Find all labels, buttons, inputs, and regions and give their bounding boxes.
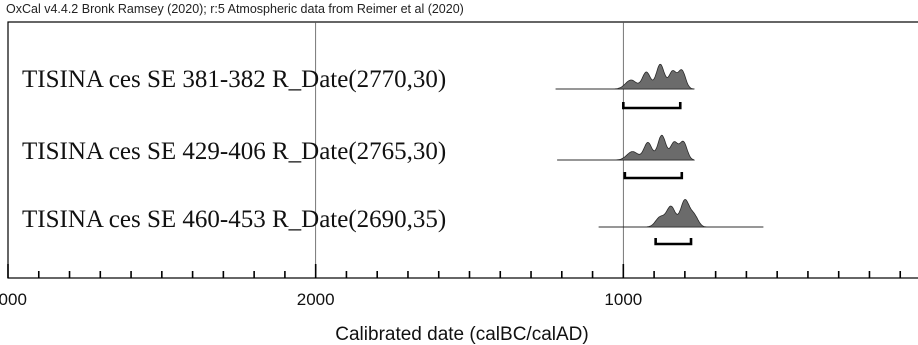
range-bracket — [622, 102, 682, 110]
x-axis-label: Calibrated date (calBC/calAD) — [335, 324, 588, 345]
probability-distribution — [598, 199, 764, 228]
series-row: TISINA ces SE 460-453 R_Date(2690,35) — [22, 199, 764, 246]
tick-label: 2000 — [297, 290, 335, 309]
range-bracket — [654, 238, 693, 246]
range-bracket — [623, 172, 684, 180]
series-row: TISINA ces SE 381-382 R_Date(2770,30) — [22, 63, 695, 110]
reference-lines — [315, 22, 624, 278]
plot-frame — [7, 21, 918, 279]
series-label: TISINA ces SE 381-382 R_Date(2770,30) — [22, 66, 446, 93]
tick-label: 1000 — [604, 290, 642, 309]
series-label: TISINA ces SE 460-453 R_Date(2690,35) — [22, 206, 446, 233]
x-axis: 3000200010001calBC/1calAD — [0, 264, 902, 309]
series-row: TISINA ces SE 429-406 R_Date(2765,30) — [22, 134, 696, 180]
probability-distribution — [555, 63, 695, 90]
series-label: TISINA ces SE 429-406 R_Date(2765,30) — [22, 138, 446, 165]
tick-label: 3000 — [0, 290, 27, 309]
chart-header: OxCal v4.4.2 Bronk Ramsey (2020); r:5 At… — [6, 2, 464, 16]
series-group: TISINA ces SE 381-382 R_Date(2770,30) TIS… — [22, 63, 764, 246]
probability-distribution — [557, 134, 696, 161]
